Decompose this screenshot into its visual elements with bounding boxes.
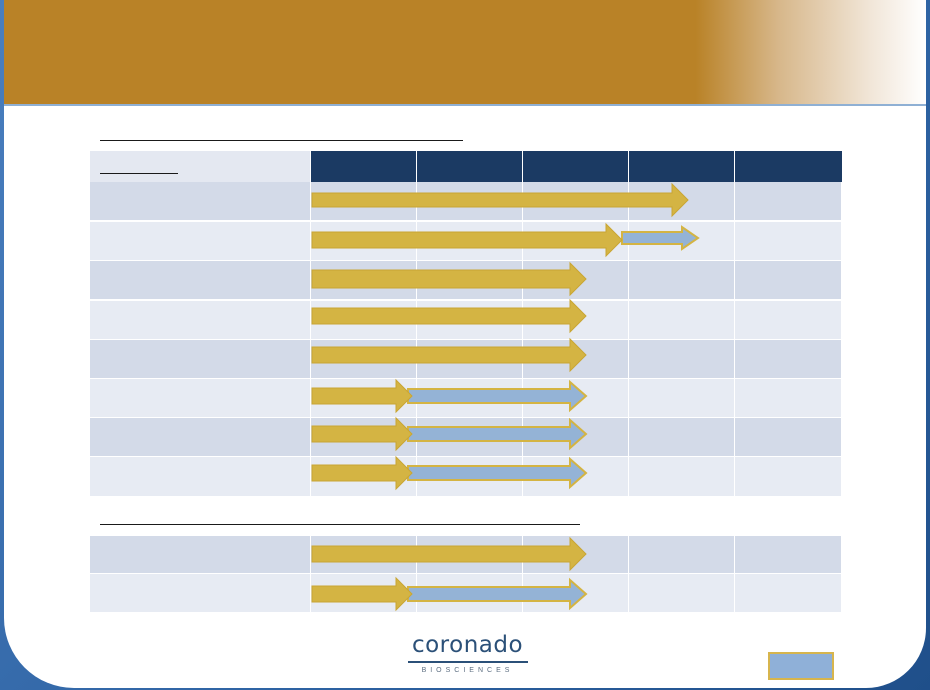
logo-subtitle: BIOSCIENCES bbox=[421, 667, 514, 674]
progress-arrow bbox=[311, 298, 587, 334]
column-divider bbox=[628, 182, 629, 496]
section-heading-rule-2 bbox=[100, 524, 580, 525]
phase-column-header bbox=[734, 151, 842, 182]
column-divider bbox=[416, 536, 417, 612]
progress-arrow bbox=[311, 182, 689, 218]
phase-column-header bbox=[522, 151, 629, 182]
phase-column-header bbox=[416, 151, 523, 182]
header-label-underline bbox=[100, 173, 178, 174]
column-divider bbox=[522, 536, 523, 612]
section-heading-rule-1 bbox=[100, 140, 463, 141]
title-bar bbox=[4, 0, 926, 104]
logo-wordmark: coronado bbox=[411, 632, 524, 658]
column-divider bbox=[310, 536, 311, 612]
column-divider bbox=[734, 536, 735, 612]
progress-arrow bbox=[311, 455, 588, 491]
progress-arrow bbox=[311, 261, 587, 297]
phase-column-header bbox=[310, 151, 417, 182]
column-divider bbox=[522, 182, 523, 496]
table-header-row bbox=[90, 151, 842, 182]
progress-arrow bbox=[311, 222, 700, 258]
header-label-cell bbox=[90, 151, 310, 182]
logo-rule bbox=[408, 661, 528, 663]
column-divider bbox=[416, 182, 417, 496]
progress-arrow bbox=[311, 378, 588, 414]
title-bar-underline bbox=[4, 104, 926, 106]
column-divider bbox=[734, 182, 735, 496]
progress-arrow bbox=[311, 416, 588, 452]
progress-arrow bbox=[311, 576, 588, 612]
company-logo: coronado BIOSCIENCES bbox=[405, 632, 530, 682]
phase-column-header bbox=[628, 151, 735, 182]
progress-arrow bbox=[311, 536, 587, 572]
page-number-box bbox=[768, 652, 834, 680]
column-divider bbox=[310, 182, 311, 496]
progress-arrow bbox=[311, 337, 587, 373]
column-divider bbox=[628, 536, 629, 612]
